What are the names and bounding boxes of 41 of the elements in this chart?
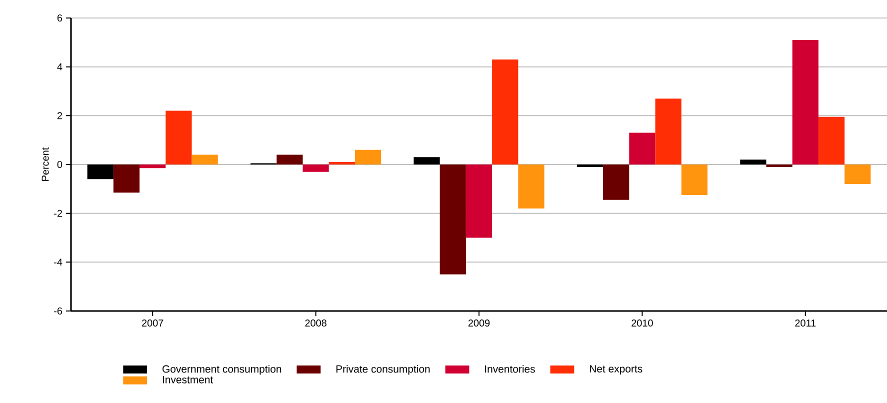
legend-label: Net exports	[590, 365, 642, 375]
bar	[87, 164, 114, 180]
bar	[818, 116, 845, 164]
y-tick-label: 0	[57, 160, 62, 168]
bar	[192, 154, 218, 164]
bar	[844, 164, 871, 184]
legend-label: Government consumption	[162, 365, 282, 375]
bar	[113, 164, 140, 193]
y-tick-label: 6	[57, 14, 62, 22]
legend-label: Investment	[162, 376, 214, 384]
bar	[276, 154, 303, 164]
bar	[681, 164, 708, 196]
bar	[740, 160, 766, 164]
y-axis-title: Percent	[42, 147, 49, 181]
bar	[466, 164, 492, 238]
y-tick-label: 4	[57, 63, 62, 70]
y-tick-label: 2	[57, 112, 62, 120]
x-tick-label: 2011	[795, 320, 816, 327]
bar	[492, 60, 518, 164]
x-tick-label: 2007	[142, 320, 164, 327]
x-tick-label: 2010	[632, 320, 653, 327]
y-tick-label: -4	[54, 258, 62, 266]
y-tick-label: -6	[54, 307, 62, 315]
bar	[655, 98, 682, 164]
bar	[518, 164, 544, 208]
bar	[354, 150, 382, 164]
bar	[629, 132, 656, 164]
bar	[792, 40, 818, 164]
bar	[766, 164, 792, 167]
bar	[603, 164, 630, 200]
bar	[302, 164, 329, 172]
bar	[414, 157, 440, 164]
y-tick-label: -2	[54, 210, 62, 217]
x-tick-label: 2008	[305, 320, 326, 327]
legend-label: Private consumption	[336, 365, 430, 375]
legend-label: Inventories	[485, 365, 535, 373]
x-tick-label: 2009	[468, 320, 490, 327]
bar	[140, 164, 166, 168]
bar	[166, 110, 192, 164]
bar	[440, 164, 466, 274]
bar	[576, 164, 604, 167]
